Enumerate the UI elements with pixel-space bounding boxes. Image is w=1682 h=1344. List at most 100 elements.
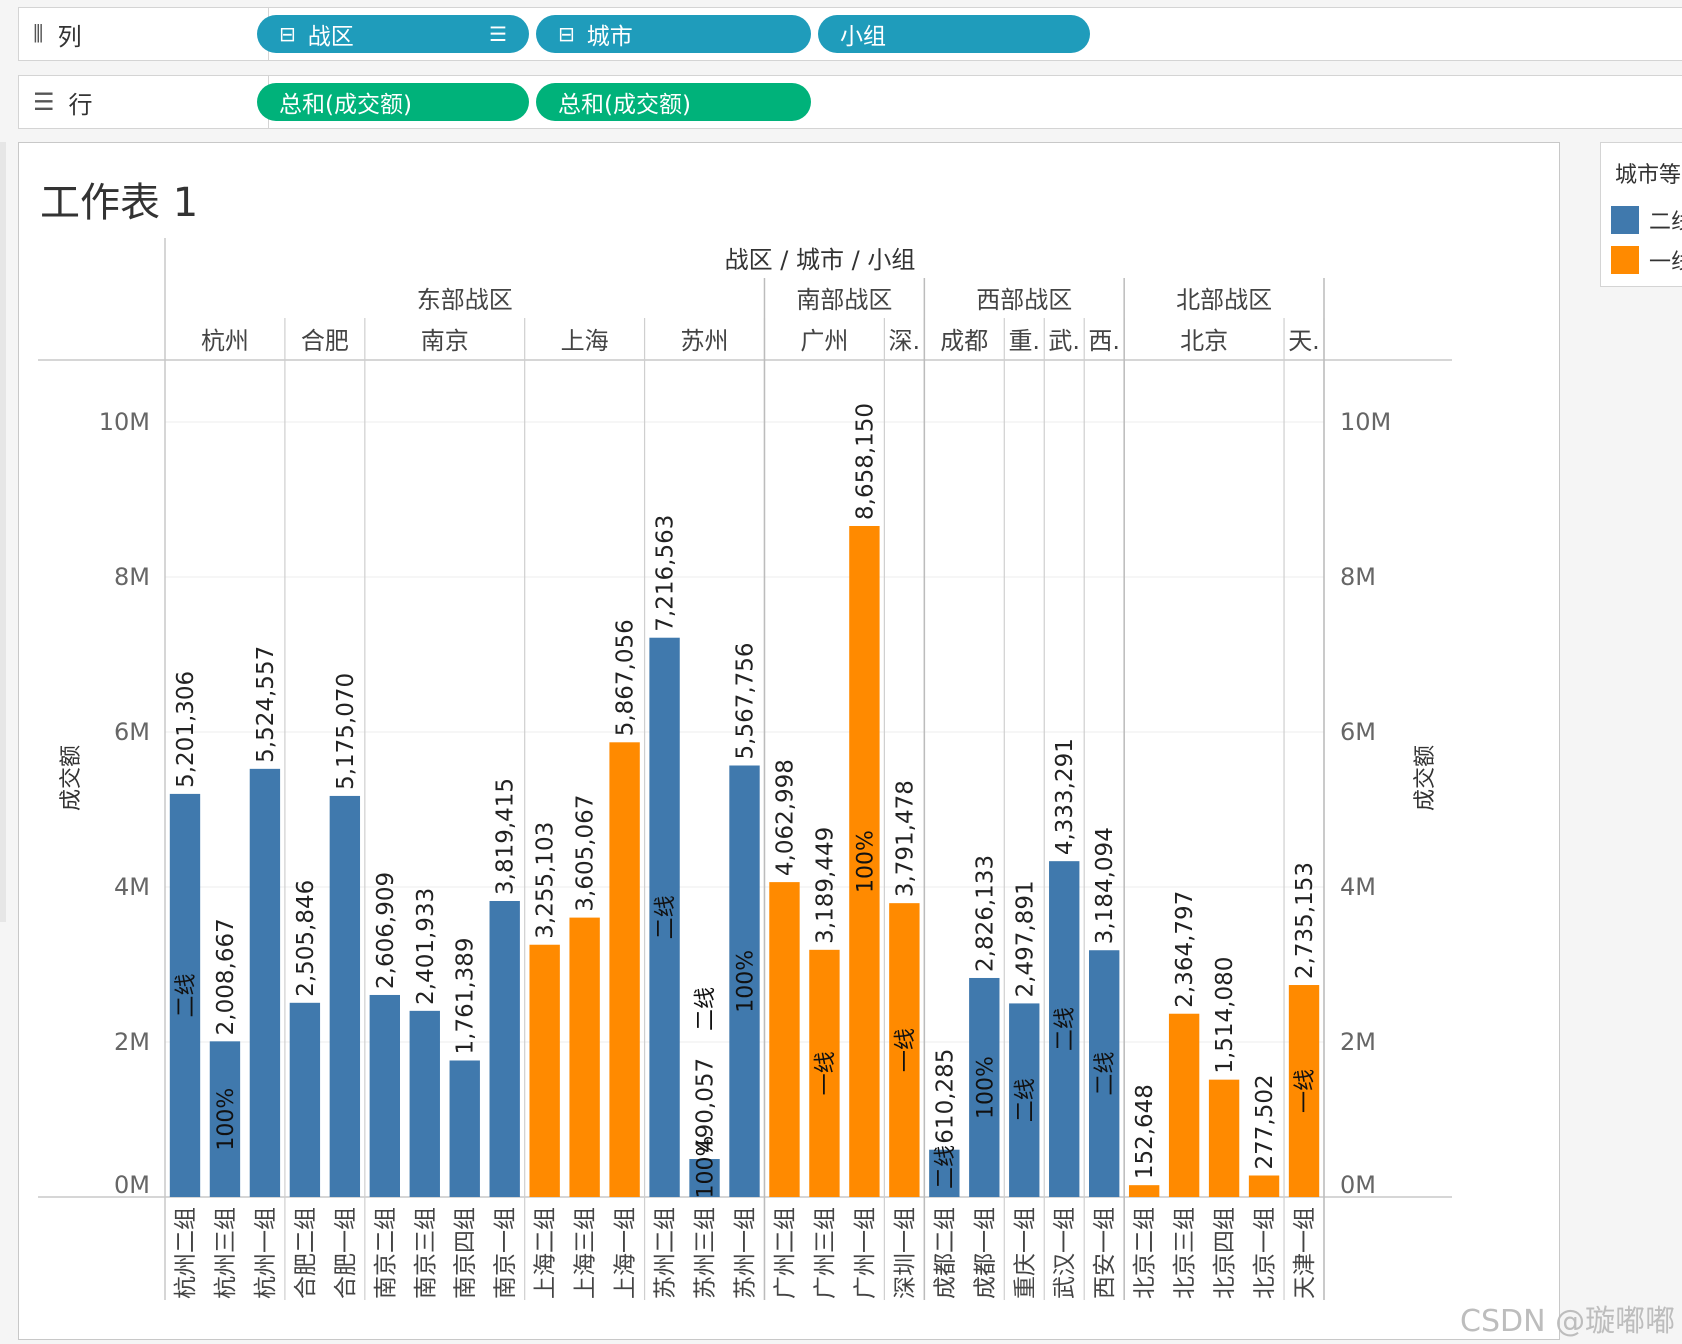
legend-item-tier2[interactable]: 二线 xyxy=(1611,205,1682,235)
bar xyxy=(529,944,560,1197)
bar xyxy=(249,768,281,1197)
bar xyxy=(449,1060,480,1197)
city-header-label: 天. xyxy=(1288,327,1320,355)
x-tick-label: 南京二组 xyxy=(373,1207,399,1299)
region-header-label: 北部战区 xyxy=(1176,286,1272,314)
x-tick-label: 广州三组 xyxy=(812,1207,838,1299)
bar xyxy=(369,994,400,1197)
bar-value-label: 3,819,415 xyxy=(493,778,519,895)
city-header-label: 杭州 xyxy=(201,327,249,355)
y-tick-label-left: 0M xyxy=(114,1171,150,1199)
bar-value-label: 7,216,563 xyxy=(653,515,679,632)
bar-annotation: 二线 xyxy=(1093,1052,1118,1096)
bar xyxy=(329,795,361,1197)
y-tick-label-right: 4M xyxy=(1340,873,1376,901)
bar-chart: 0M 0M 2M 2M 4M 4M 6M 6M 8M 8M 10M 10M 成交额 成交额 战区 / 城市 … xyxy=(38,238,1452,1300)
bar-value-label: 490,057 xyxy=(693,1058,719,1153)
sort-bars-icon[interactable]: ☰ xyxy=(489,22,507,46)
bar-annotation: 100% xyxy=(853,830,878,893)
rows-label-text: 行 xyxy=(68,90,93,119)
watermark: CSDN @璇嘟嘟 xyxy=(1460,1304,1676,1339)
bar xyxy=(409,1010,440,1197)
column-header-title: 战区 / 城市 / 小组 xyxy=(725,246,916,274)
y-axis-title-right: 成交额 xyxy=(1413,745,1438,811)
x-tick-label: 成都一组 xyxy=(972,1207,998,1299)
bar-annotation: 二线 xyxy=(1013,1078,1038,1122)
bar-value-label: 2,505,846 xyxy=(293,880,319,997)
region-header-label: 西部战区 xyxy=(976,286,1072,314)
bar xyxy=(169,793,201,1197)
minus-box-icon[interactable]: ⊟ xyxy=(279,22,296,46)
pill-sum-amount-2[interactable]: 总和(成交额) xyxy=(536,83,811,121)
legend-label-tier2: 二线 xyxy=(1649,210,1682,235)
x-tick-label: 重庆一组 xyxy=(1012,1207,1038,1299)
bar-value-label: 2,606,909 xyxy=(373,872,399,989)
pill-sum-amount-2-label: 总和(成交额) xyxy=(558,92,691,118)
legend-item-tier1[interactable]: 一线 xyxy=(1611,245,1682,275)
bar-value-label: 5,175,070 xyxy=(333,673,359,790)
pill-city-label: 城市 xyxy=(586,24,633,50)
city-header-label: 广州 xyxy=(800,327,848,355)
x-tick-label: 武汉一组 xyxy=(1052,1207,1078,1299)
x-tick-label: 南京三组 xyxy=(413,1207,439,1299)
color-legend[interactable]: 城市等 二线 一线 xyxy=(1600,142,1682,287)
bar-annotation: 100% xyxy=(214,1088,239,1151)
x-tick-label: 北京二组 xyxy=(1132,1207,1158,1299)
x-tick-label: 上海一组 xyxy=(613,1207,639,1299)
x-tick-label: 杭州二组 xyxy=(173,1207,199,1299)
bar-annotation: 二线 xyxy=(174,973,199,1017)
x-tick-label: 上海三组 xyxy=(573,1207,599,1299)
city-header-label: 苏州 xyxy=(681,327,729,355)
pill-region-label: 战区 xyxy=(307,24,354,50)
bar-value-label: 1,514,080 xyxy=(1212,957,1238,1074)
x-tick-label: 杭州一组 xyxy=(253,1207,279,1299)
x-tick-label: 成都二组 xyxy=(932,1207,958,1299)
city-header-label: 武. xyxy=(1048,327,1080,355)
rows-shelf-label: ☰ 行 xyxy=(19,76,269,128)
city-header-label: 北京 xyxy=(1180,327,1228,355)
y-axis-title-left: 成交额 xyxy=(59,745,84,811)
bar xyxy=(1009,1003,1040,1197)
x-tick-label: 北京三组 xyxy=(1172,1207,1198,1299)
minus-box-icon[interactable]: ⊟ xyxy=(558,22,575,46)
bar xyxy=(609,742,640,1197)
bar-value-label: 2,735,153 xyxy=(1292,862,1318,979)
legend-swatch-tier1 xyxy=(1611,246,1639,274)
bar-annotation: 二线 xyxy=(1053,1007,1078,1051)
bar-annotation: 二线 xyxy=(694,987,719,1031)
city-header-label: 合肥 xyxy=(301,327,349,355)
bar xyxy=(489,900,520,1197)
bar-annotation: 100% xyxy=(973,1056,998,1119)
bar xyxy=(1168,1013,1200,1197)
bar-value-label: 5,201,306 xyxy=(173,671,199,788)
columns-shelf[interactable]: ⦀ 列 ⊟ 战区 ☰ ⊟ 城市 小组 xyxy=(18,7,1682,61)
bar-annotation: 一线 xyxy=(893,1028,918,1072)
bar-value-label: 3,184,094 xyxy=(1092,827,1118,944)
city-header-label: 上海 xyxy=(561,327,609,355)
pill-region[interactable]: ⊟ 战区 ☰ xyxy=(257,15,529,53)
pill-group[interactable]: 小组 xyxy=(818,15,1090,53)
pill-city[interactable]: ⊟ 城市 xyxy=(536,15,811,53)
x-tick-label: 西安一组 xyxy=(1092,1207,1118,1299)
x-tick-label: 天津一组 xyxy=(1292,1207,1318,1299)
columns-icon: ⦀ xyxy=(33,20,44,48)
y-tick-label-right: 2M xyxy=(1340,1028,1376,1056)
bar-annotation: 一线 xyxy=(813,1051,838,1095)
bar-value-label: 1,761,389 xyxy=(453,937,479,1054)
bar-value-label: 610,285 xyxy=(932,1049,958,1144)
x-tick-label: 苏州三组 xyxy=(693,1207,719,1299)
city-header-label: 南京 xyxy=(421,327,469,355)
y-tick-label-left: 4M xyxy=(114,873,150,901)
rows-list-icon: ☰ xyxy=(33,88,55,116)
rows-shelf[interactable]: ☰ 行 总和(成交额) 总和(成交额) xyxy=(18,75,1682,129)
bar-value-label: 3,255,103 xyxy=(533,822,559,939)
bar xyxy=(569,917,600,1197)
x-tick-label: 合肥一组 xyxy=(333,1207,359,1299)
bar-annotation: 100% xyxy=(734,950,759,1013)
bar-value-label: 2,401,933 xyxy=(413,888,439,1005)
sheet-title: 工作表 1 xyxy=(40,180,199,226)
x-tick-label: 北京一组 xyxy=(1252,1207,1278,1299)
x-tick-label: 苏州二组 xyxy=(653,1207,679,1299)
bar xyxy=(1248,1175,1280,1197)
pill-sum-amount-1[interactable]: 总和(成交额) xyxy=(257,83,529,121)
